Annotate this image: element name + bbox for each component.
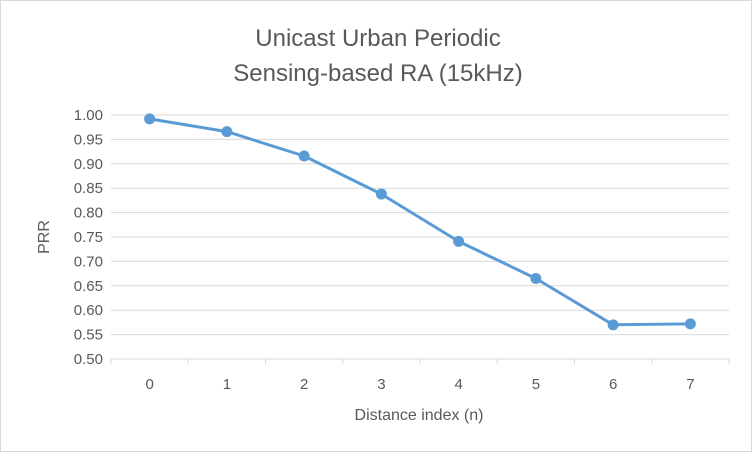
- x-axis-ticks: 0 1 2 3 4 5 6 7: [110, 359, 730, 393]
- data-point: [453, 235, 465, 247]
- data-point: [298, 150, 310, 162]
- data-point: [684, 318, 696, 330]
- y-tick-label: 0.80: [74, 205, 103, 222]
- chart-title-line-2: Sensing-based RA (15kHz): [233, 60, 522, 87]
- data-point: [375, 188, 387, 200]
- y-tick-label: 0.75: [74, 229, 103, 246]
- y-axis-ticks: 1.00 0.95 0.90 0.85 0.80 0.75 0.70 0.65 0.60 0.55…: [74, 107, 103, 368]
- x-tick-label: 4: [454, 376, 462, 393]
- data-point: [221, 126, 233, 138]
- series-line: [149, 117, 691, 327]
- y-tick-label: 0.50: [74, 351, 103, 368]
- x-tick-label: 7: [686, 376, 694, 393]
- x-tick-label: 1: [223, 376, 231, 393]
- y-tick-label: 0.65: [74, 278, 103, 295]
- x-tick-label: 3: [377, 376, 385, 393]
- y-axis-label: PRR: [36, 220, 53, 254]
- y-tick-label: 0.90: [74, 156, 103, 173]
- y-tick-label: 0.60: [74, 302, 103, 319]
- gridlines: [111, 114, 729, 360]
- series-group: [144, 113, 696, 331]
- data-point: [144, 113, 156, 125]
- data-point: [530, 272, 542, 284]
- x-tick-label: 0: [145, 376, 153, 393]
- data-point: [607, 319, 619, 331]
- x-tick-label: 5: [532, 376, 540, 393]
- chart-title-line-1: Unicast Urban Periodic: [255, 25, 500, 52]
- y-tick-label: 0.95: [74, 131, 103, 148]
- y-tick-label: 0.55: [74, 327, 103, 344]
- y-tick-label: 0.85: [74, 180, 103, 197]
- x-axis-label: Distance index (n): [355, 407, 484, 424]
- x-tick-label: 2: [300, 376, 308, 393]
- y-tick-label: 1.00: [74, 107, 103, 124]
- x-tick-label: 6: [609, 376, 617, 393]
- y-tick-label: 0.70: [74, 253, 103, 270]
